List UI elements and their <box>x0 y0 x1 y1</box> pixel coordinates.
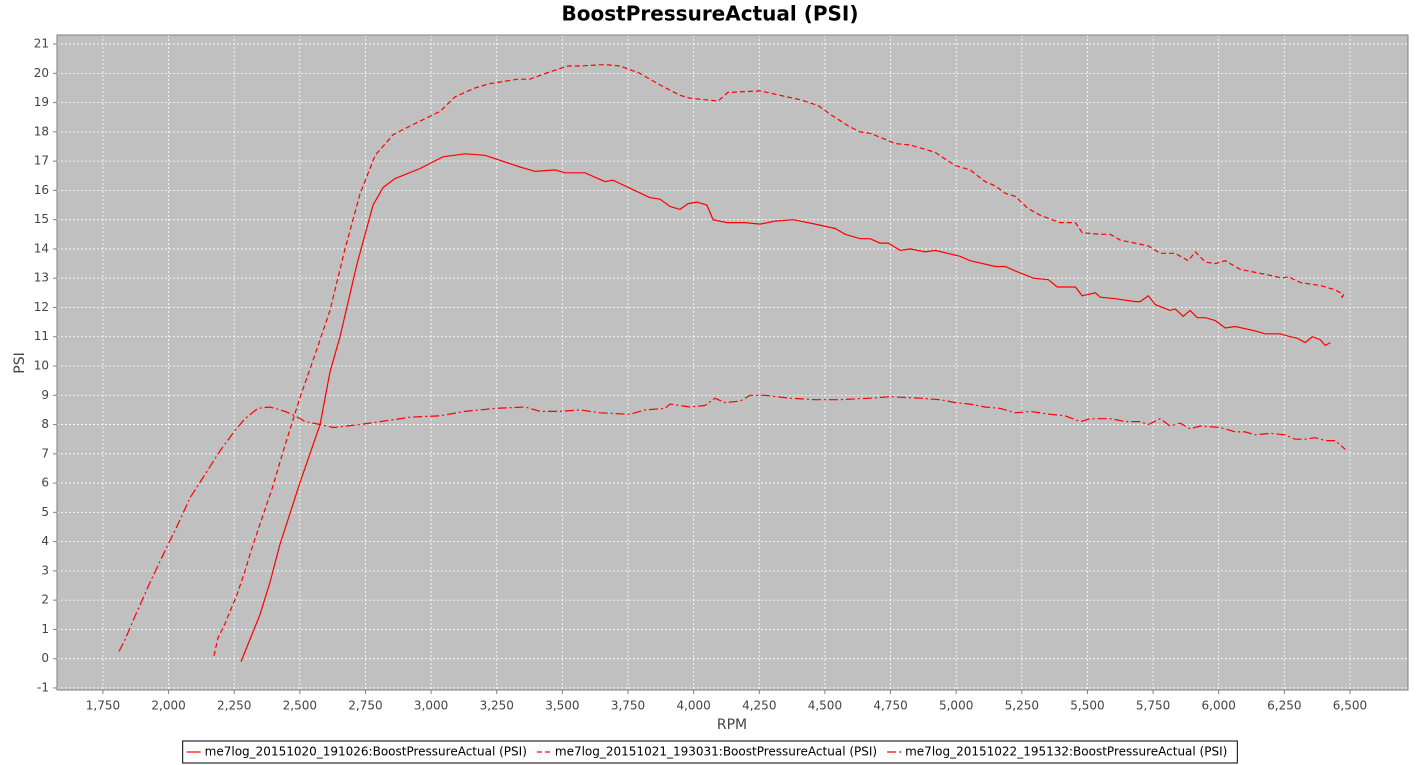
x-tick-label: 6,250 <box>1267 699 1301 713</box>
y-axis-label: PSI <box>12 352 28 373</box>
plot-background <box>57 35 1408 690</box>
y-tick-label: 19 <box>34 95 49 109</box>
y-tick-label: 16 <box>34 183 49 197</box>
x-tick-label: 4,250 <box>742 699 776 713</box>
x-axis-label: RPM <box>717 717 747 733</box>
x-tick-label: 3,000 <box>414 699 448 713</box>
legend-text: me7log_20151022_195132:BoostPressureActu… <box>905 745 1227 759</box>
x-tick-label: 6,500 <box>1333 699 1367 713</box>
legend-text: me7log_20151020_191026:BoostPressureActu… <box>205 745 527 759</box>
y-tick-label: 21 <box>34 37 49 51</box>
x-tick-label: 1,750 <box>86 699 120 713</box>
x-tick-label: 5,250 <box>1005 699 1039 713</box>
y-tick-label: 4 <box>41 534 49 548</box>
series-line <box>118 394 1346 652</box>
y-tick-label: 6 <box>41 476 49 490</box>
y-tick-label: 7 <box>41 446 49 460</box>
y-tick-label: 2 <box>41 593 49 607</box>
y-tick-label: 13 <box>34 271 49 285</box>
y-tick-label: -1 <box>37 680 49 694</box>
x-tick-label: 2,000 <box>151 699 185 713</box>
legend: me7log_20151020_191026:BoostPressureActu… <box>182 740 1238 764</box>
x-tick-label: 4,000 <box>676 699 710 713</box>
x-tick-label: 2,500 <box>283 699 317 713</box>
legend-text: me7log_20151021_193031:BoostPressureActu… <box>555 745 877 759</box>
y-tick-label: 10 <box>34 359 49 373</box>
y-tick-label: 12 <box>34 300 49 314</box>
y-tick-label: 0 <box>41 651 49 665</box>
y-tick-label: 17 <box>34 154 49 168</box>
y-tick-label: 14 <box>34 241 49 255</box>
y-tick-label: 20 <box>34 66 49 80</box>
x-tick-label: 4,500 <box>808 699 842 713</box>
x-tick-label: 3,250 <box>480 699 514 713</box>
y-tick-label: 8 <box>41 417 49 431</box>
x-tick-label: 5,000 <box>939 699 973 713</box>
y-tick-label: 9 <box>41 388 49 402</box>
x-tick-label: 2,750 <box>348 699 382 713</box>
x-tick-label: 3,500 <box>545 699 579 713</box>
y-tick-label: 15 <box>34 212 49 226</box>
x-tick-label: 3,750 <box>611 699 645 713</box>
x-tick-label: 5,500 <box>1070 699 1104 713</box>
x-tick-label: 6,000 <box>1202 699 1236 713</box>
y-tick-label: 11 <box>34 329 49 343</box>
y-tick-label: 3 <box>41 563 49 577</box>
y-tick-label: 1 <box>41 622 49 636</box>
series-line <box>213 63 1346 656</box>
y-tick-label: 18 <box>34 124 49 138</box>
legend-border <box>182 740 1238 764</box>
x-tick-label: 2,250 <box>217 699 251 713</box>
chart-title: BoostPressureActual (PSI) <box>562 2 859 26</box>
y-tick-label: 5 <box>41 505 49 519</box>
x-tick-label: 4,750 <box>873 699 907 713</box>
plot-border <box>56 34 1409 691</box>
series-line <box>240 153 1331 662</box>
x-tick-label: 5,750 <box>1136 699 1170 713</box>
